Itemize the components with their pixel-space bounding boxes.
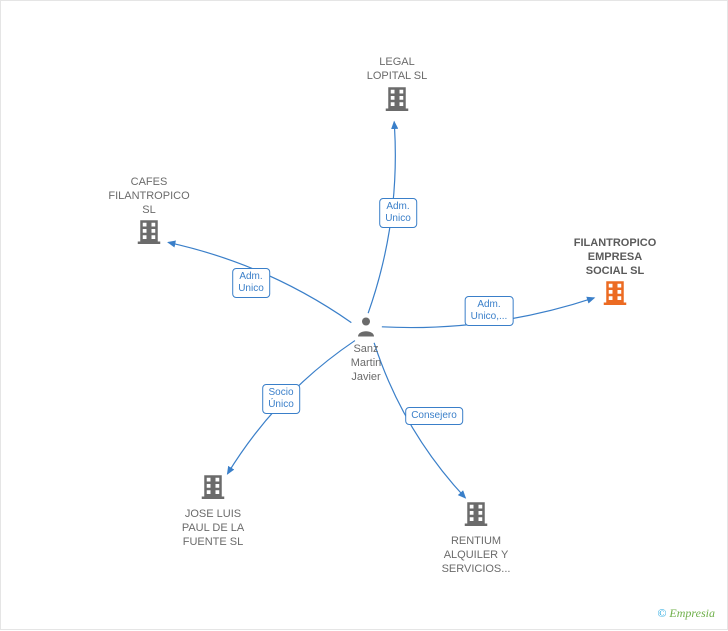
watermark-text: Empresia bbox=[669, 606, 715, 620]
node-label: LEGALLOPITAL SL bbox=[352, 56, 442, 84]
edge-label: SocioÚnico bbox=[262, 384, 300, 414]
copyright-symbol: © bbox=[657, 606, 666, 620]
center-node-label: SanzMartinJavier bbox=[336, 343, 396, 384]
building-icon bbox=[198, 472, 228, 507]
node-label: RENTIUMALQUILER YSERVICIOS... bbox=[431, 535, 521, 576]
node-label: FILANTROPICOEMPRESASOCIAL SL bbox=[570, 237, 660, 278]
edge-label: Adm.Unico bbox=[379, 198, 417, 228]
edge-label: Adm.Unico,... bbox=[465, 296, 514, 326]
building-icon bbox=[382, 84, 412, 119]
building-icon bbox=[600, 278, 630, 313]
edge-label: Adm.Unico bbox=[232, 268, 270, 298]
watermark: © Empresia bbox=[657, 606, 715, 621]
node-label: JOSE LUISPAUL DE LAFUENTE SL bbox=[168, 508, 258, 549]
person-icon bbox=[354, 315, 378, 344]
building-icon bbox=[134, 217, 164, 252]
edge-label: Consejero bbox=[405, 407, 463, 425]
building-icon bbox=[461, 499, 491, 534]
node-label: CAFESFILANTROPICOSL bbox=[104, 176, 194, 217]
